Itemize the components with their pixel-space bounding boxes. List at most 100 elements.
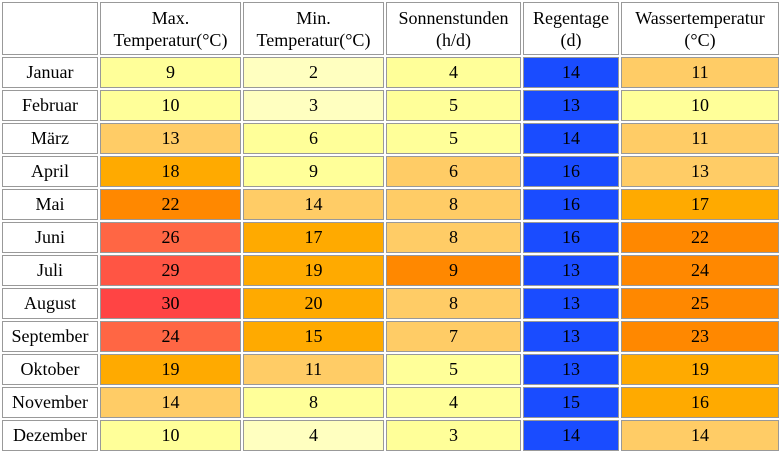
max-temp-cell: 14 [100,387,241,418]
max-temp-cell: 9 [100,57,241,88]
water-temp-cell: 10 [621,90,779,121]
header-max-temp-line1: Max. [151,7,190,28]
sunshine-cell: 7 [386,321,521,352]
sunshine-cell: 8 [386,288,521,319]
rain-days-cell: 13 [523,321,619,352]
sunshine-cell: 4 [386,387,521,418]
header-sunshine-line1: Sonnenstunden [398,7,509,28]
rain-days-cell: 14 [523,57,619,88]
water-temp-cell: 22 [621,222,779,253]
table-row: Juli 29 19 9 13 24 [2,255,779,286]
water-temp-cell: 23 [621,321,779,352]
max-temp-cell: 13 [100,123,241,154]
rain-days-cell: 13 [523,90,619,121]
header-rain-days: Regentage (d) [523,2,619,55]
water-temp-cell: 19 [621,354,779,385]
sunshine-cell: 8 [386,189,521,220]
max-temp-cell: 18 [100,156,241,187]
month-label: August [2,288,98,319]
water-temp-cell: 25 [621,288,779,319]
water-temp-cell: 24 [621,255,779,286]
header-min-temp-line2: Temperatur(°C) [256,29,371,50]
month-label: März [2,123,98,154]
month-label: November [2,387,98,418]
month-label: Juli [2,255,98,286]
water-temp-cell: 17 [621,189,779,220]
month-label: April [2,156,98,187]
min-temp-cell: 14 [243,189,384,220]
table-row: September 24 15 7 13 23 [2,321,779,352]
header-min-temp: Min. Temperatur(°C) [243,2,384,55]
max-temp-cell: 30 [100,288,241,319]
min-temp-cell: 6 [243,123,384,154]
min-temp-cell: 4 [243,420,384,451]
table-row: Juni 26 17 8 16 22 [2,222,779,253]
table-row: August 30 20 8 13 25 [2,288,779,319]
month-label: Januar [2,57,98,88]
min-temp-cell: 11 [243,354,384,385]
header-water-temp: Wassertemperatur (°C) [621,2,779,55]
min-temp-cell: 17 [243,222,384,253]
table-row: Oktober 19 11 5 13 19 [2,354,779,385]
month-label: Oktober [2,354,98,385]
header-row: Max. Temperatur(°C) Min. Temperatur(°C) So… [2,2,779,55]
rain-days-cell: 14 [523,420,619,451]
header-rain-days-line2: (d) [560,29,582,50]
month-label: September [2,321,98,352]
header-blank [2,2,98,55]
table-row: Januar 9 2 4 14 11 [2,57,779,88]
header-sunshine: Sonnenstunden (h/d) [386,2,521,55]
max-temp-cell: 24 [100,321,241,352]
min-temp-cell: 9 [243,156,384,187]
max-temp-cell: 10 [100,420,241,451]
water-temp-cell: 14 [621,420,779,451]
sunshine-cell: 3 [386,420,521,451]
rain-days-cell: 16 [523,189,619,220]
table-row: April 18 9 6 16 13 [2,156,779,187]
water-temp-cell: 13 [621,156,779,187]
header-max-temp-line2: Temperatur(°C) [113,29,228,50]
rain-days-cell: 16 [523,222,619,253]
max-temp-cell: 19 [100,354,241,385]
sunshine-cell: 5 [386,354,521,385]
header-max-temp: Max. Temperatur(°C) [100,2,241,55]
rain-days-cell: 15 [523,387,619,418]
month-label: Mai [2,189,98,220]
max-temp-cell: 26 [100,222,241,253]
table-row: Mai 22 14 8 16 17 [2,189,779,220]
max-temp-cell: 10 [100,90,241,121]
month-label: Dezember [2,420,98,451]
sunshine-cell: 6 [386,156,521,187]
rain-days-cell: 13 [523,255,619,286]
month-label: Februar [2,90,98,121]
min-temp-cell: 3 [243,90,384,121]
sunshine-cell: 9 [386,255,521,286]
rain-days-cell: 16 [523,156,619,187]
sunshine-cell: 4 [386,57,521,88]
header-min-temp-line1: Min. [296,7,331,28]
rain-days-cell: 13 [523,354,619,385]
water-temp-cell: 16 [621,387,779,418]
water-temp-cell: 11 [621,123,779,154]
header-sunshine-line2: (h/d) [436,29,471,50]
rain-days-cell: 13 [523,288,619,319]
water-temp-cell: 11 [621,57,779,88]
table-row: Dezember 10 4 3 14 14 [2,420,779,451]
table-body: Januar 9 2 4 14 11 Februar 10 3 5 13 10 März 13 6 5 14 11… [2,57,779,451]
table-header: Max. Temperatur(°C) Min. Temperatur(°C) So… [2,2,779,55]
min-temp-cell: 20 [243,288,384,319]
month-label: Juni [2,222,98,253]
min-temp-cell: 19 [243,255,384,286]
sunshine-cell: 5 [386,90,521,121]
max-temp-cell: 22 [100,189,241,220]
header-rain-days-line1: Regentage [533,7,609,28]
header-water-temp-line2: (°C) [684,29,716,50]
header-water-temp-line1: Wassertemperatur [635,7,765,28]
max-temp-cell: 29 [100,255,241,286]
rain-days-cell: 14 [523,123,619,154]
min-temp-cell: 15 [243,321,384,352]
sunshine-cell: 5 [386,123,521,154]
table-row: November 14 8 4 15 16 [2,387,779,418]
table-row: Februar 10 3 5 13 10 [2,90,779,121]
